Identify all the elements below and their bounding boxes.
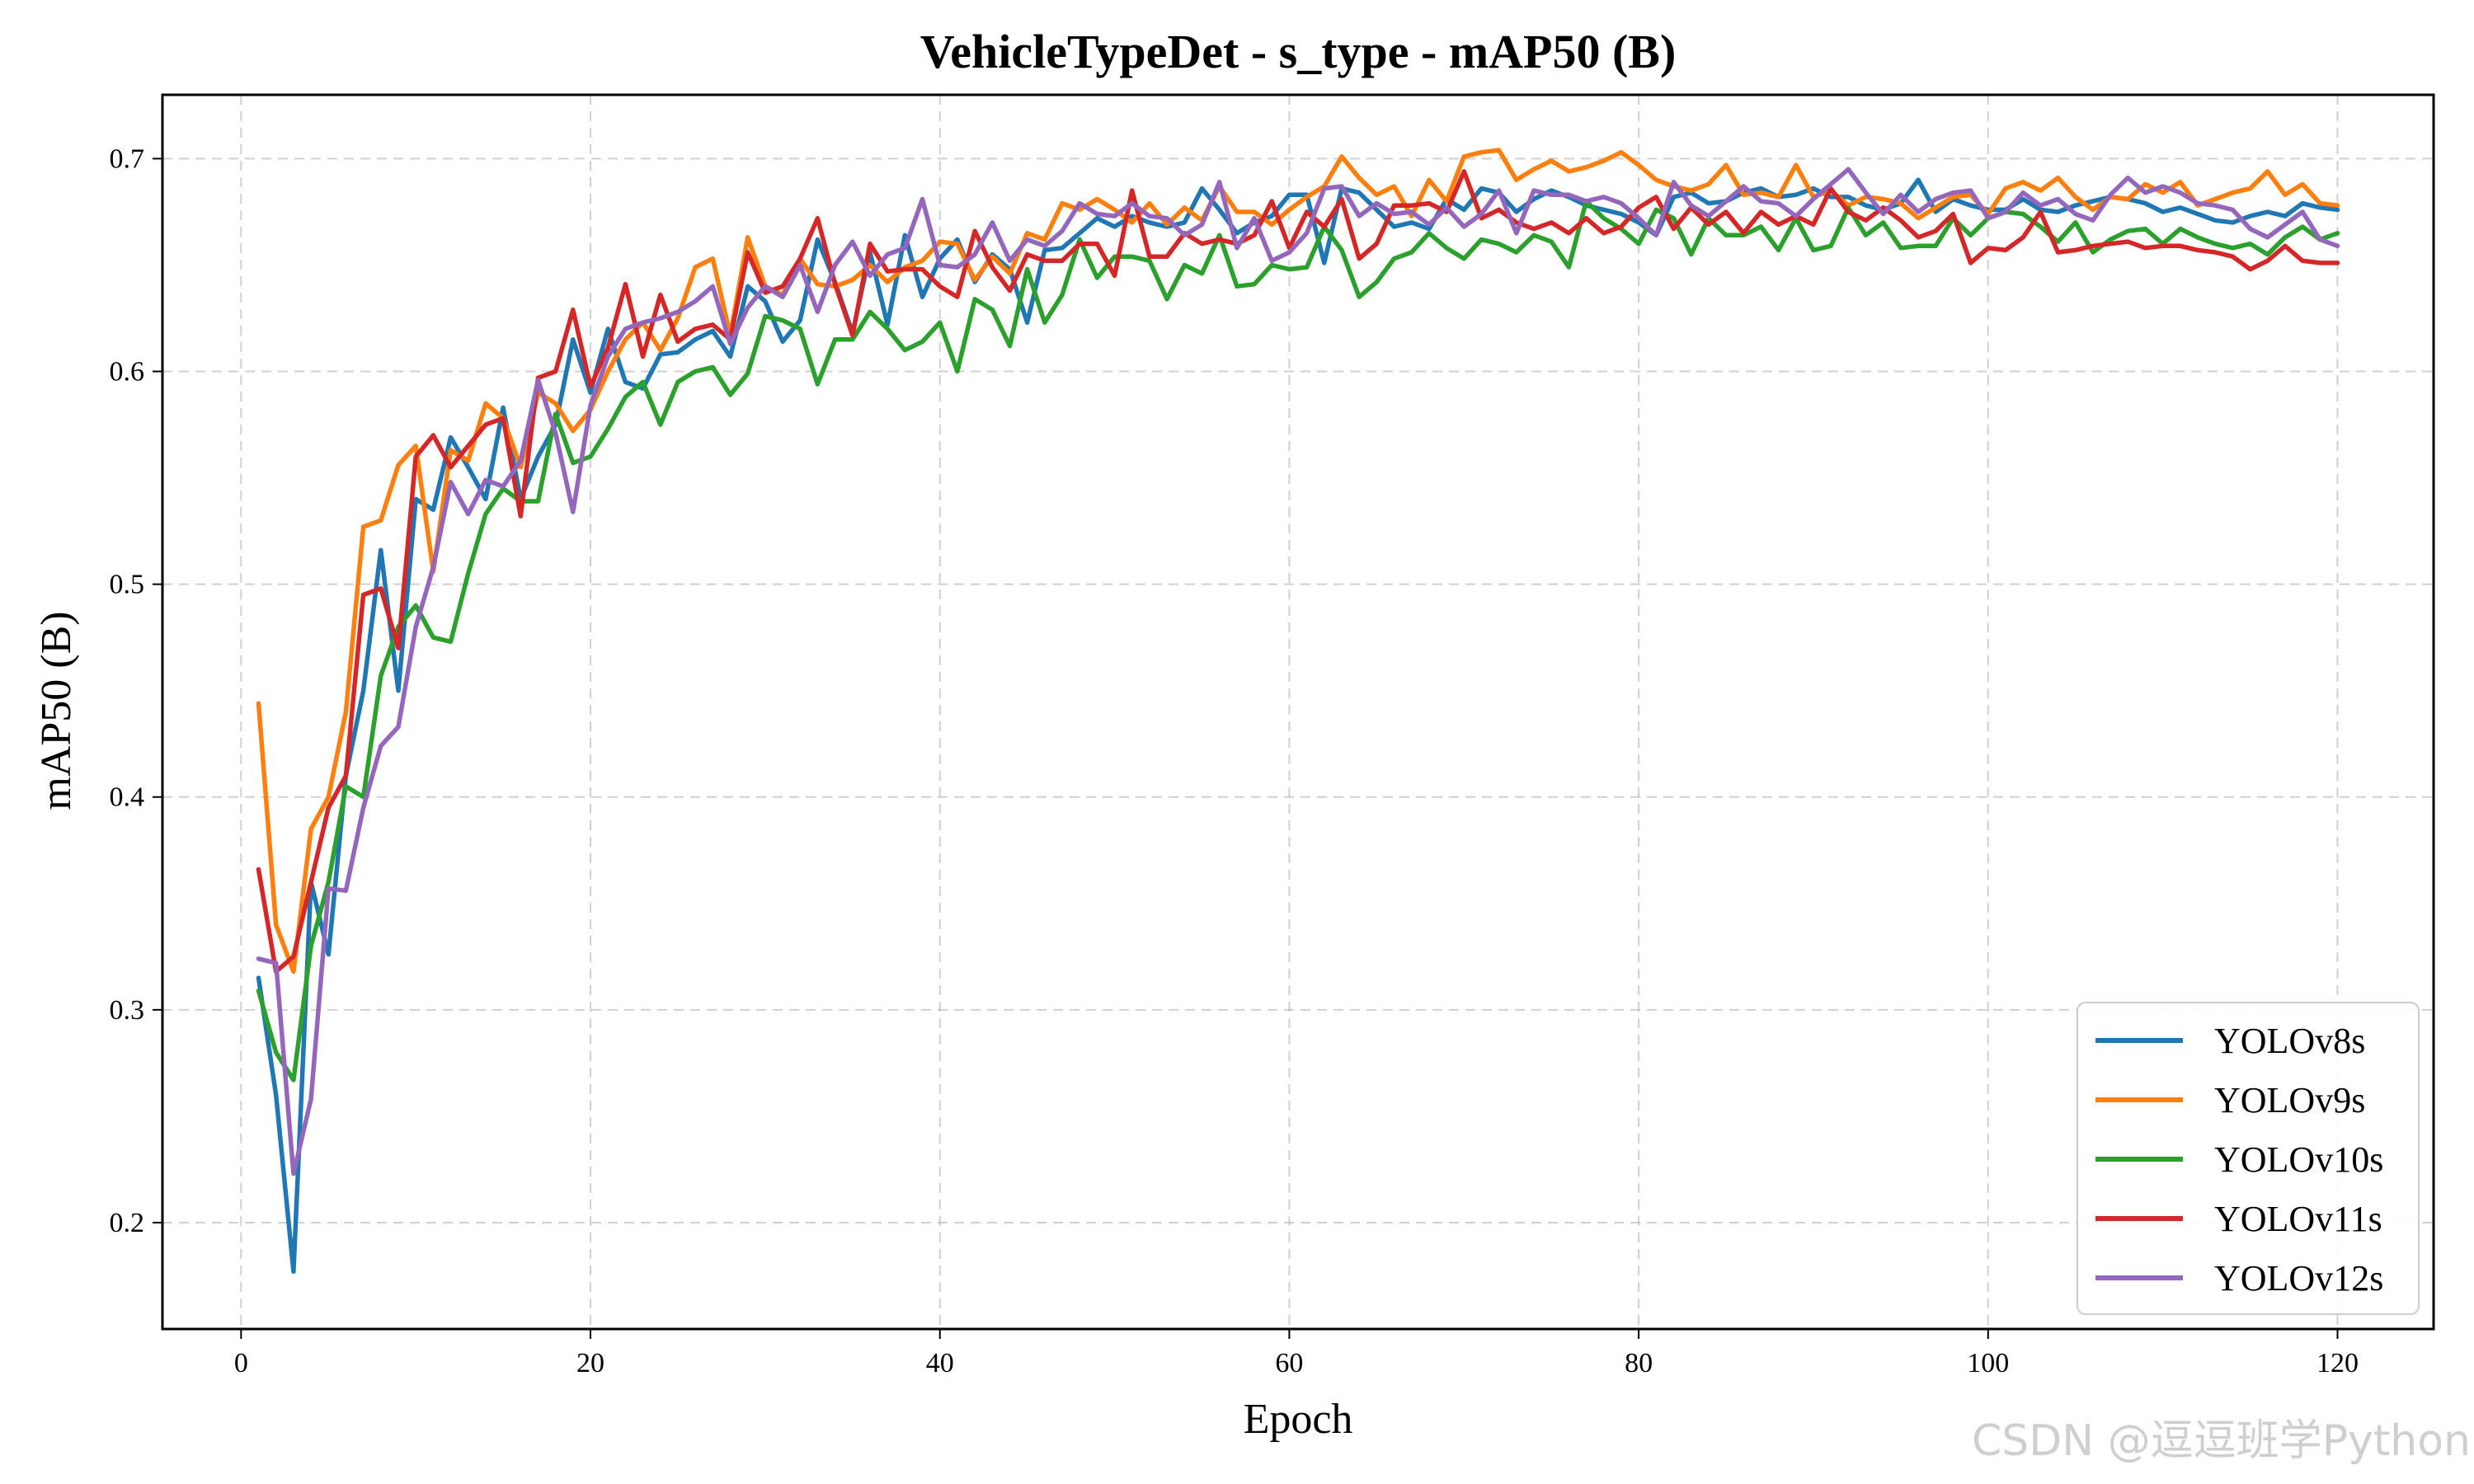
series-line-yolov12s [256, 167, 2340, 1176]
series-line-yolov10s [256, 199, 2340, 1082]
chart-title: VehicleTypeDet - s_type - mAP50 (B) [920, 25, 1677, 78]
x-tick-label: 80 [1625, 1348, 1653, 1378]
legend: YOLOv8s YOLOv9s YOLOv10s YOLOv11s YOLOv12s [2077, 1002, 2420, 1315]
legend-label-yolov12s: YOLOv12s [2214, 1258, 2383, 1298]
watermark: CSDN @逗逗班学Python [1971, 1416, 2471, 1466]
x-tick-label: 100 [1967, 1348, 2009, 1378]
legend-label-yolov8s: YOLOv8s [2214, 1021, 2365, 1061]
series-line-yolov11s [256, 169, 2340, 974]
x-tick-label: 120 [2316, 1348, 2359, 1378]
legend-label-yolov10s: YOLOv10s [2214, 1139, 2383, 1180]
y-tick-label: 0.3 [110, 995, 145, 1026]
series-line-yolov8s [256, 177, 2340, 1275]
y-tick-label: 0.4 [110, 782, 145, 813]
plot-frame [161, 93, 2435, 1331]
x-tick-label: 40 [926, 1348, 954, 1378]
y-tick-label: 0.6 [110, 357, 145, 387]
y-tick-label: 0.2 [110, 1208, 145, 1238]
legend-label-yolov9s: YOLOv9s [2214, 1080, 2365, 1120]
x-tick-label: 0 [234, 1348, 248, 1378]
y-tick-label: 0.7 [110, 143, 145, 174]
legend-box [2077, 1002, 2420, 1315]
grid-lines [162, 95, 2434, 1329]
series-lines [256, 148, 2340, 1275]
x-tick-label: 60 [1275, 1348, 1303, 1378]
series-line-yolov9s [256, 148, 2340, 974]
y-tick-label: 0.5 [110, 570, 145, 600]
legend-label-yolov11s: YOLOv11s [2214, 1199, 2382, 1239]
y-axis-label: mAP50 (B) [33, 611, 80, 810]
axis-ticks: 0 20 40 60 80 100 120 0.2 0.3 0.4 0.5 0.6 0.7 [110, 143, 2359, 1378]
x-axis-label: Epoch [1244, 1396, 1353, 1443]
x-tick-label: 20 [576, 1348, 604, 1378]
